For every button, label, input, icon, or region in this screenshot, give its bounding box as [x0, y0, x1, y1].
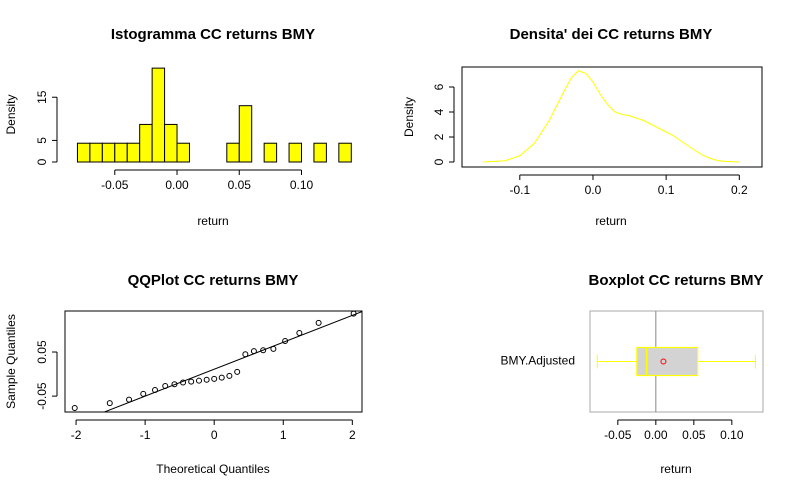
qq-line [102, 311, 362, 412]
qq-point [296, 330, 303, 337]
y-tick-label: 0.05 [35, 340, 49, 364]
x-tick-label: 0 [211, 428, 218, 442]
qq-point [218, 374, 225, 381]
bar [76, 142, 91, 163]
qq-point [250, 348, 257, 355]
qq-point [260, 347, 267, 354]
bar [164, 123, 178, 163]
y-tick-label: 5 [35, 137, 49, 144]
x-tick-label: 2 [349, 428, 356, 442]
x-tick-label: 0.2 [731, 183, 748, 197]
density-line [483, 70, 740, 163]
qq-point [350, 310, 357, 317]
bar [126, 142, 141, 163]
category-label: BMY.Adjusted [501, 354, 576, 368]
qq-point [282, 337, 289, 344]
qq-point [234, 368, 241, 375]
qq-point [270, 345, 277, 352]
bar [238, 105, 253, 163]
qq-point [315, 319, 322, 326]
bar [338, 142, 352, 163]
y-tick-label: 4 [432, 108, 446, 115]
x-tick-label: -1 [140, 428, 151, 442]
x-tick-label: 0.05 [682, 428, 706, 442]
box [636, 346, 699, 377]
x-tick-label: 0.0 [585, 183, 602, 197]
qq-point [195, 377, 202, 384]
qq-point [151, 386, 158, 393]
x-tick-label: 0.10 [290, 178, 314, 192]
y-axis-label: Density [402, 97, 416, 137]
qq-point [171, 381, 178, 388]
panel-title: QQPlot CC returns BMY [128, 272, 299, 289]
qq-point [226, 372, 233, 379]
mean [660, 358, 667, 365]
bar [226, 142, 240, 163]
x-axis-label: Theoretical Quantiles [156, 462, 269, 476]
y-tick-label: 6 [432, 83, 446, 90]
panel-title: Boxplot CC returns BMY [588, 272, 763, 289]
x-tick-label: -0.05 [604, 428, 632, 442]
panel-title: Istogramma CC returns BMY [111, 26, 315, 43]
qq-point [211, 375, 218, 382]
plot-frame [461, 66, 763, 168]
bar [288, 142, 302, 163]
qq-point [71, 405, 78, 412]
qq-point [126, 396, 133, 403]
qq-point [140, 390, 147, 397]
x-axis-label: return [595, 214, 626, 228]
qq-point [106, 400, 113, 407]
y-tick-label: 0 [432, 158, 446, 165]
bar [139, 123, 153, 163]
x-axis-label: return [660, 462, 691, 476]
y-tick-label: 2 [432, 133, 446, 140]
bar [151, 67, 166, 163]
bar [114, 142, 128, 163]
qq-point [203, 376, 210, 383]
qq-point [162, 382, 169, 389]
x-tick-label: -2 [71, 428, 82, 442]
qq-point [242, 351, 249, 358]
bar [263, 142, 278, 163]
panel-title: Densita' dei CC returns BMY [510, 26, 713, 43]
x-tick-label: 0.10 [720, 428, 744, 442]
bar [176, 142, 190, 163]
qq-point [188, 378, 195, 385]
bar [313, 142, 327, 163]
bar [101, 142, 116, 163]
x-tick-label: 1 [280, 428, 287, 442]
x-tick-label: -0.1 [509, 183, 530, 197]
x-tick-label: 0.1 [658, 183, 675, 197]
y-tick-label: 15 [35, 90, 49, 104]
x-axis-label: return [197, 214, 228, 228]
bar [89, 142, 103, 163]
y-axis-label: Density [4, 94, 18, 134]
plot-frame [589, 310, 764, 413]
x-tick-label: -0.05 [101, 178, 129, 192]
x-tick-label: 0.05 [228, 178, 252, 192]
x-tick-label: 0.00 [644, 428, 668, 442]
y-tick-label: -0.05 [35, 382, 49, 410]
y-tick-label: 0 [35, 158, 49, 165]
qq-point [180, 379, 187, 386]
plot-frame [64, 310, 363, 413]
x-tick-label: 0.00 [165, 178, 189, 192]
y-axis-label: Sample Quantiles [4, 314, 18, 409]
